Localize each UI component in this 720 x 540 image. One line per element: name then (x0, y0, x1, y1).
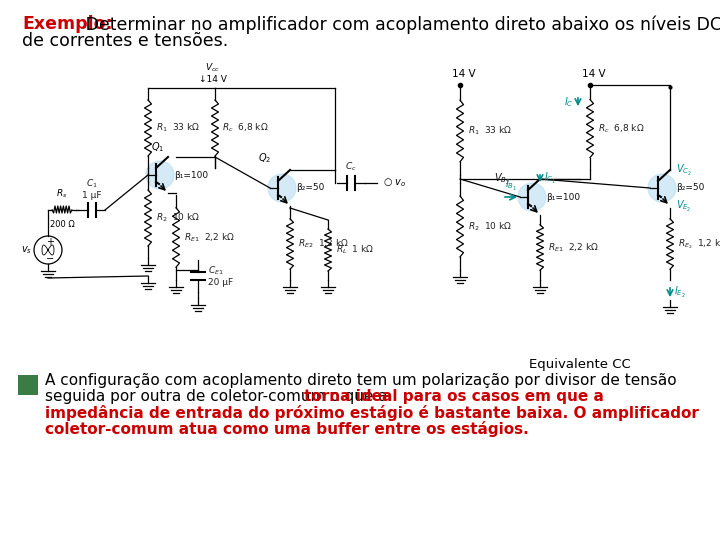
Text: impedância de entrada do próximo estágio é bastante baixa. O amplificador: impedância de entrada do próximo estágio… (45, 405, 699, 421)
Text: $R_1$  33 kΩ: $R_1$ 33 kΩ (156, 122, 199, 134)
Text: −: − (46, 254, 54, 264)
Text: $Q_2$: $Q_2$ (258, 151, 271, 165)
Text: de correntes e tensões.: de correntes e tensões. (22, 32, 228, 50)
Text: $R_{E_2}$  1,2 kΩ: $R_{E_2}$ 1,2 kΩ (678, 237, 720, 251)
Text: β₂=50: β₂=50 (296, 184, 325, 192)
Text: $R_s$: $R_s$ (56, 187, 68, 200)
Text: seguida por outra de coletor-comum o que a: seguida por outra de coletor-comum o que… (45, 389, 392, 404)
Text: $V_{E_2}$: $V_{E_2}$ (676, 199, 691, 213)
Text: ↓14 V: ↓14 V (199, 75, 227, 84)
FancyBboxPatch shape (18, 375, 38, 395)
Text: $R_c$  6,8 kΩ: $R_c$ 6,8 kΩ (222, 122, 269, 134)
Text: 14 V: 14 V (582, 69, 606, 79)
Circle shape (146, 161, 174, 189)
Text: Equivalente CC: Equivalente CC (529, 358, 631, 371)
Text: $R_{E1}$  2,2 kΩ: $R_{E1}$ 2,2 kΩ (547, 241, 598, 254)
Text: 200 Ω: 200 Ω (50, 220, 74, 229)
Text: $C_{E1}$
20 μF: $C_{E1}$ 20 μF (208, 265, 233, 287)
Text: $R_2$  10 kΩ: $R_2$ 10 kΩ (467, 220, 512, 233)
Text: $I_{C_1}$: $I_{C_1}$ (544, 171, 557, 186)
Text: ○ $v_o$: ○ $v_o$ (383, 177, 406, 190)
Text: $R_2$  10 kΩ: $R_2$ 10 kΩ (156, 212, 199, 224)
Text: torna ideal para os casos em que a: torna ideal para os casos em que a (304, 389, 604, 404)
Text: $C_1$
1 μF: $C_1$ 1 μF (82, 177, 102, 200)
Circle shape (518, 183, 546, 211)
Text: $R_c$  6,8 kΩ: $R_c$ 6,8 kΩ (598, 122, 644, 135)
Text: +: + (46, 237, 54, 247)
Text: $V_{cc}$: $V_{cc}$ (205, 62, 220, 74)
Text: $C_c$: $C_c$ (345, 160, 357, 173)
Text: β₁=100: β₁=100 (546, 192, 580, 201)
Text: $I_C$: $I_C$ (564, 95, 574, 109)
Text: $R_{E2}$  1,2 kΩ: $R_{E2}$ 1,2 kΩ (297, 238, 348, 250)
Text: $R_{E1}$  2,2 kΩ: $R_{E1}$ 2,2 kΩ (184, 231, 235, 244)
Text: Exemplo:: Exemplo: (22, 15, 112, 33)
Text: $I_{E_2}$: $I_{E_2}$ (674, 285, 685, 300)
Text: $R_1$  33 kΩ: $R_1$ 33 kΩ (467, 125, 512, 137)
Circle shape (648, 174, 676, 202)
Text: Determinar no amplificador com acoplamento direto abaixo os níveis DC: Determinar no amplificador com acoplamen… (80, 15, 720, 33)
Text: $V_{C_2}$: $V_{C_2}$ (676, 163, 692, 178)
Text: β₁=100: β₁=100 (174, 171, 208, 179)
Text: $Q_1$: $Q_1$ (151, 140, 164, 154)
Text: β₂=50: β₂=50 (676, 184, 704, 192)
Text: $I_{B_1}$: $I_{B_1}$ (505, 178, 517, 193)
Text: $v_s$: $v_s$ (21, 244, 32, 256)
Text: A configuração com acoplamento direto tem um polarização por divisor de tensão: A configuração com acoplamento direto te… (45, 373, 677, 388)
Text: $R_L$  1 kΩ: $R_L$ 1 kΩ (336, 244, 374, 256)
Circle shape (268, 174, 296, 202)
Text: 14 V: 14 V (452, 69, 476, 79)
Text: $V_{B_2}$: $V_{B_2}$ (494, 172, 510, 186)
Text: coletor-comum atua como uma buffer entre os estágios.: coletor-comum atua como uma buffer entre… (45, 421, 528, 437)
